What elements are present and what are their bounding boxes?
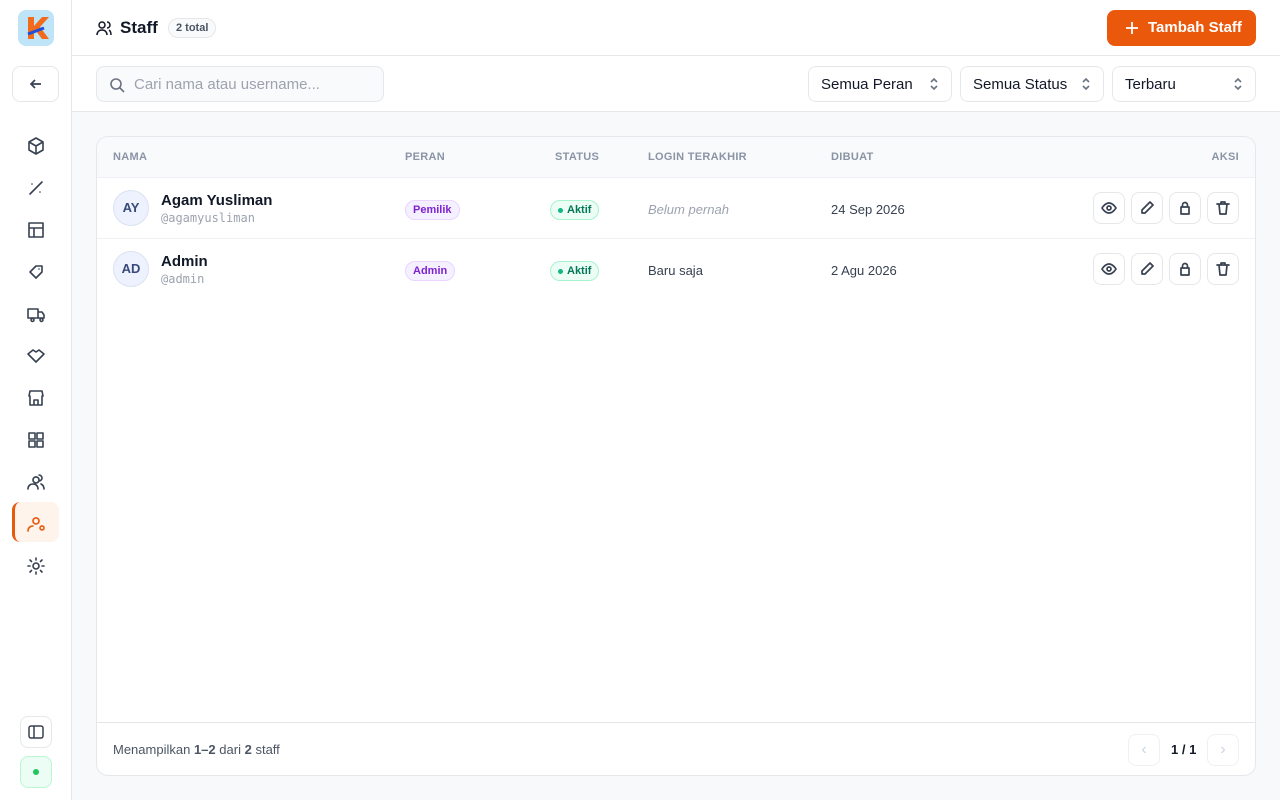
nav-item[interactable] [24,260,48,284]
nav-item[interactable] [24,134,48,158]
add-staff-button[interactable]: Tambah Staff [1107,10,1256,46]
sidebar [0,0,72,800]
staff-name: Agam Yusliman [161,192,273,209]
status-badge: Aktif [550,200,600,220]
total: 2 [244,742,252,757]
nav-active-bg [12,502,59,542]
button-label: Tambah Staff [1148,19,1242,36]
column-header: AKSI [1211,151,1239,163]
nav-item[interactable] [24,512,48,536]
top-bar: Staff 2 total Tambah Staff [72,0,1280,56]
pagination-summary: Menampilkan 1–2 dari 2 staff [113,742,280,757]
page-indicator: 1 / 1 [1171,742,1197,757]
last-login: Belum pernah [648,202,729,217]
search-input[interactable]: Cari nama atau username... [96,66,384,102]
text: Menampilkan [113,742,191,757]
select-label: Semua Peran [821,76,913,93]
column-header: NAMA [113,151,148,163]
status-dot [558,269,563,274]
role-badge: Pemilik [405,200,460,220]
username: @admin [161,272,205,286]
search-placeholder: Cari nama atau username... [134,76,320,93]
username: @agamyusliman [161,211,255,225]
next-page-button[interactable]: › [1207,734,1239,766]
back-button[interactable] [12,66,59,102]
collapse-button[interactable] [20,716,52,748]
avatar: AY [113,190,149,226]
nav-item[interactable] [24,554,48,578]
nav-item[interactable] [24,176,48,200]
status-indicator [20,756,52,788]
created-date: 24 Sep 2026 [831,202,905,217]
status-label: Aktif [567,204,592,216]
table-row: AY Agam Yusliman @agamyusliman Pemilik Aktif… [97,177,1255,238]
delete-button[interactable] [1207,253,1239,285]
select-label: Terbaru [1125,76,1176,93]
column-header: STATUS [555,151,600,163]
lock-button[interactable] [1169,192,1201,224]
status-badge: Aktif [550,261,600,281]
text: dari [219,742,241,757]
select-label: Semua Status [973,76,1068,93]
table-row: AD Admin @admin Admin Aktif Baru saja 2 Agu 20… [97,238,1255,299]
column-header: PERAN [405,151,446,163]
view-button[interactable] [1093,192,1125,224]
role-badge: Admin [405,261,456,281]
nav-item[interactable] [24,386,48,410]
column-header: LOGIN TERAKHIR [648,151,747,163]
logo[interactable] [18,10,54,46]
table-footer: Menampilkan 1–2 dari 2 staff ‹ 1 / 1 › [97,722,1255,775]
staff-icon [96,21,112,36]
staff-name: Admin [161,253,208,270]
count-badge: 2 total [168,18,217,38]
sort-select[interactable]: Terbaru [1112,66,1256,102]
status-dot [558,208,563,213]
table-header [97,137,1255,177]
status-select[interactable]: Semua Status [960,66,1104,102]
column-header: DIBUAT [831,151,874,163]
status-label: Aktif [567,265,592,277]
nav-item[interactable] [24,344,48,368]
view-button[interactable] [1093,253,1125,285]
delete-button[interactable] [1207,192,1239,224]
staff-table: Menampilkan 1–2 dari 2 staff ‹ 1 / 1 › N… [96,136,1256,776]
nav-item[interactable] [24,470,48,494]
nav-item[interactable] [24,302,48,326]
role-select[interactable]: Semua Peran [808,66,952,102]
nav-item[interactable] [24,218,48,242]
edit-button[interactable] [1131,192,1163,224]
page-title: Staff [120,18,158,37]
avatar: AD [113,251,149,287]
lock-button[interactable] [1169,253,1201,285]
filter-bar: Cari nama atau username... Semua Peran S… [72,56,1280,112]
nav-item[interactable] [24,428,48,452]
edit-button[interactable] [1131,253,1163,285]
last-login: Baru saja [648,263,703,278]
prev-page-button[interactable]: ‹ [1128,734,1160,766]
created-date: 2 Agu 2026 [831,263,897,278]
text: staff [255,742,280,757]
range: 1–2 [193,742,216,757]
